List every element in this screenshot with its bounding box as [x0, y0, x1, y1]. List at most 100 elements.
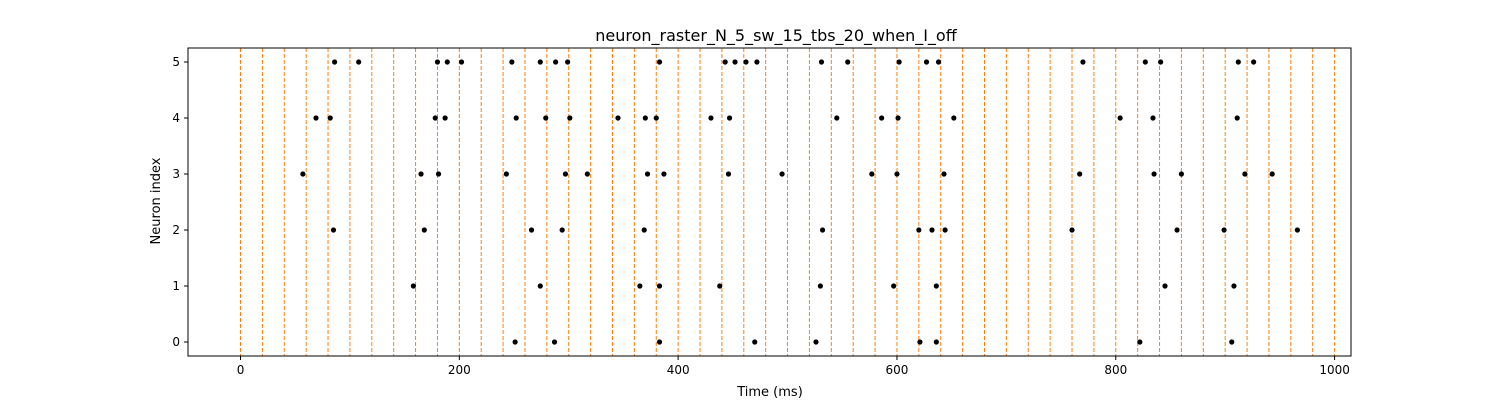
spike-point	[1178, 171, 1185, 177]
spike-point	[330, 227, 337, 233]
spike-point	[933, 283, 939, 289]
spike-point	[559, 227, 565, 233]
spike-point	[923, 59, 930, 65]
spike-point	[551, 339, 558, 345]
x-tick-label: 200	[448, 363, 471, 377]
spike-point	[708, 115, 714, 121]
spike-point	[732, 59, 738, 65]
spike-point	[895, 115, 901, 121]
spike-point	[752, 339, 758, 345]
spike-point	[1151, 171, 1157, 177]
spike-point	[743, 59, 749, 65]
spike-point	[656, 283, 663, 289]
spike-point	[410, 283, 416, 289]
spike-point	[717, 283, 723, 289]
spike-point	[935, 59, 942, 65]
spike-point	[1235, 59, 1241, 65]
spike-point	[1142, 59, 1148, 65]
spike-point	[1150, 115, 1156, 121]
spike-point	[1234, 115, 1240, 121]
spike-point	[656, 339, 663, 345]
x-tick-label: 0	[237, 363, 245, 377]
spike-point	[528, 227, 535, 233]
spike-point	[1251, 59, 1257, 65]
spike-point	[313, 115, 319, 121]
spike-point	[509, 59, 515, 65]
spike-point	[332, 59, 338, 65]
x-tick-label: 600	[886, 363, 909, 377]
spike-point	[1269, 171, 1275, 177]
spike-point	[1231, 283, 1237, 289]
y-tick-label: 1	[172, 279, 180, 293]
spike-point	[537, 283, 543, 289]
y-tick-label: 5	[172, 55, 180, 69]
y-axis-ticks: 0 1 2 3 4 5	[172, 55, 188, 349]
spike-point	[929, 227, 935, 233]
spike-point	[418, 171, 424, 177]
spike-point	[891, 283, 897, 289]
spike-point	[916, 227, 922, 233]
spike-point	[421, 227, 427, 233]
spike-point	[432, 115, 438, 121]
x-axis-ticks: 0 200 400 600 800 1000	[237, 356, 1350, 377]
spike-point	[656, 59, 663, 65]
plot-frame	[187, 47, 1352, 357]
spike-point	[941, 171, 947, 177]
spike-point	[819, 227, 826, 233]
x-tick-label: 1000	[1319, 363, 1350, 377]
spike-point	[356, 59, 362, 65]
spike-point	[917, 339, 923, 345]
spike-point	[754, 59, 760, 65]
spike-point	[869, 171, 875, 177]
spike-point	[845, 59, 851, 65]
spike-point	[562, 171, 569, 177]
spike-point	[817, 283, 823, 289]
x-tick-label: 400	[667, 363, 690, 377]
spike-points	[300, 59, 1300, 345]
spike-point	[1221, 227, 1227, 233]
time-bin-lines	[240, 48, 1336, 356]
spike-point	[834, 115, 840, 121]
spike-point	[942, 227, 948, 233]
spike-point	[1077, 171, 1083, 177]
spike-point	[642, 115, 648, 121]
spike-point	[567, 115, 573, 121]
spike-point	[513, 115, 519, 121]
spike-point	[933, 339, 939, 345]
spike-point	[300, 171, 306, 177]
spike-point	[779, 171, 785, 177]
y-tick-label: 2	[172, 223, 180, 237]
spike-point	[722, 59, 728, 65]
spike-point	[435, 171, 442, 177]
spike-point	[615, 115, 621, 121]
x-tick-label: 800	[1104, 363, 1127, 377]
spike-point	[1174, 227, 1180, 233]
spike-point	[327, 115, 333, 121]
spike-point	[1158, 59, 1164, 65]
spike-point	[1117, 115, 1123, 121]
spike-point	[434, 59, 441, 65]
spike-point	[637, 283, 643, 289]
spike-point	[653, 115, 659, 121]
spike-point	[726, 115, 733, 121]
spike-point	[537, 59, 543, 65]
spike-point	[894, 171, 900, 177]
spike-point	[951, 115, 957, 121]
spike-point	[813, 339, 819, 345]
spike-point	[644, 171, 651, 177]
y-tick-label: 0	[172, 335, 180, 349]
y-tick-label: 3	[172, 167, 180, 181]
spike-point	[553, 59, 559, 65]
spike-point	[503, 171, 509, 177]
spike-point	[879, 115, 885, 121]
y-tick-label: 4	[172, 111, 180, 125]
spike-point	[1162, 283, 1168, 289]
spike-point	[1069, 227, 1075, 233]
spike-point	[543, 115, 549, 121]
spike-point	[1080, 59, 1086, 65]
spike-point	[896, 59, 902, 65]
spike-point	[512, 339, 518, 345]
chart-title: neuron_raster_N_5_sw_15_tbs_20_when_I_of…	[595, 26, 957, 46]
